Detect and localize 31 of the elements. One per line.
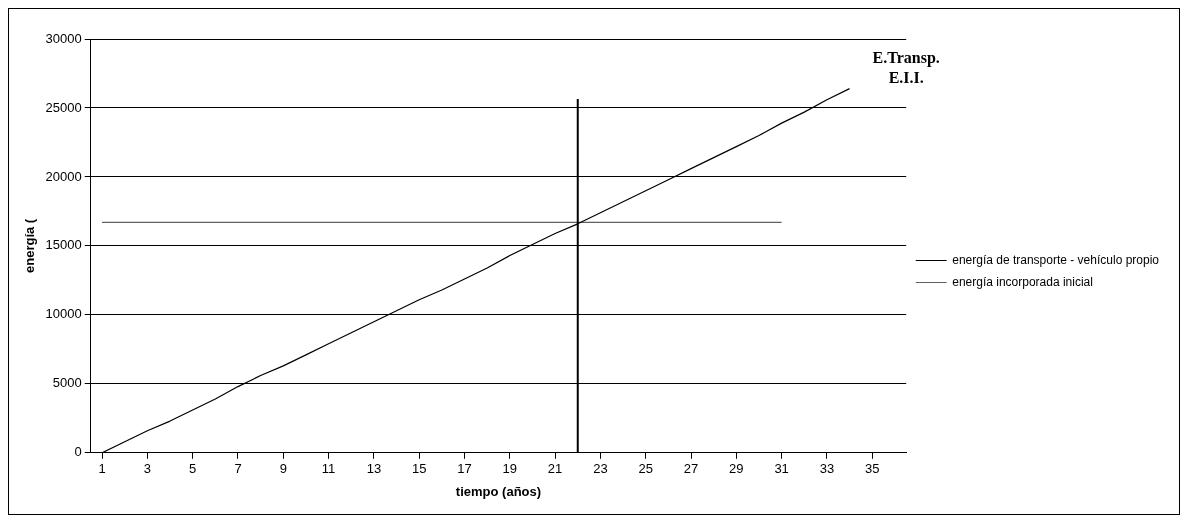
y-axis-title: energía (	[22, 218, 38, 273]
y-tick-label: 5000	[52, 375, 82, 391]
x-tick-label: 35	[864, 461, 880, 477]
y-tick-label: 20000	[45, 168, 82, 184]
x-tick-label: 3	[143, 461, 151, 477]
x-tick-label: 25	[638, 461, 653, 477]
x-tick-label: 33	[819, 461, 835, 477]
x-tick-label: 31	[774, 461, 789, 477]
x-tick-label: 17	[457, 461, 472, 477]
x-tick-label: 7	[234, 461, 242, 477]
annotation: E.Transp.	[872, 49, 940, 68]
y-tick-label: 30000	[45, 30, 82, 46]
x-tick-label: 15	[411, 461, 427, 477]
x-tick-label: 23	[593, 461, 608, 477]
x-axis-title: tiempo (años)	[455, 483, 542, 499]
legend-label: energía de transporte - vehículo propio	[952, 252, 1160, 267]
x-tick-label: 29	[729, 461, 744, 477]
y-tick-label: 10000	[45, 306, 82, 322]
y-tick-label: 25000	[45, 99, 82, 115]
x-tick-label: 9	[279, 461, 287, 477]
legend-label: energía incorporada inicial	[952, 274, 1093, 289]
x-tick-label: 11	[321, 461, 336, 477]
x-tick-label: 21	[547, 461, 563, 477]
x-tick-label: 5	[189, 461, 197, 477]
y-tick-label: 15000	[45, 237, 82, 253]
x-tick-label: 27	[683, 461, 699, 477]
x-tick-label: 1	[98, 461, 106, 477]
x-tick-label: 13	[366, 461, 382, 477]
annotation: E.I.I.	[888, 69, 924, 87]
y-tick-label: 0	[74, 444, 82, 460]
x-tick-label: 19	[502, 461, 518, 477]
